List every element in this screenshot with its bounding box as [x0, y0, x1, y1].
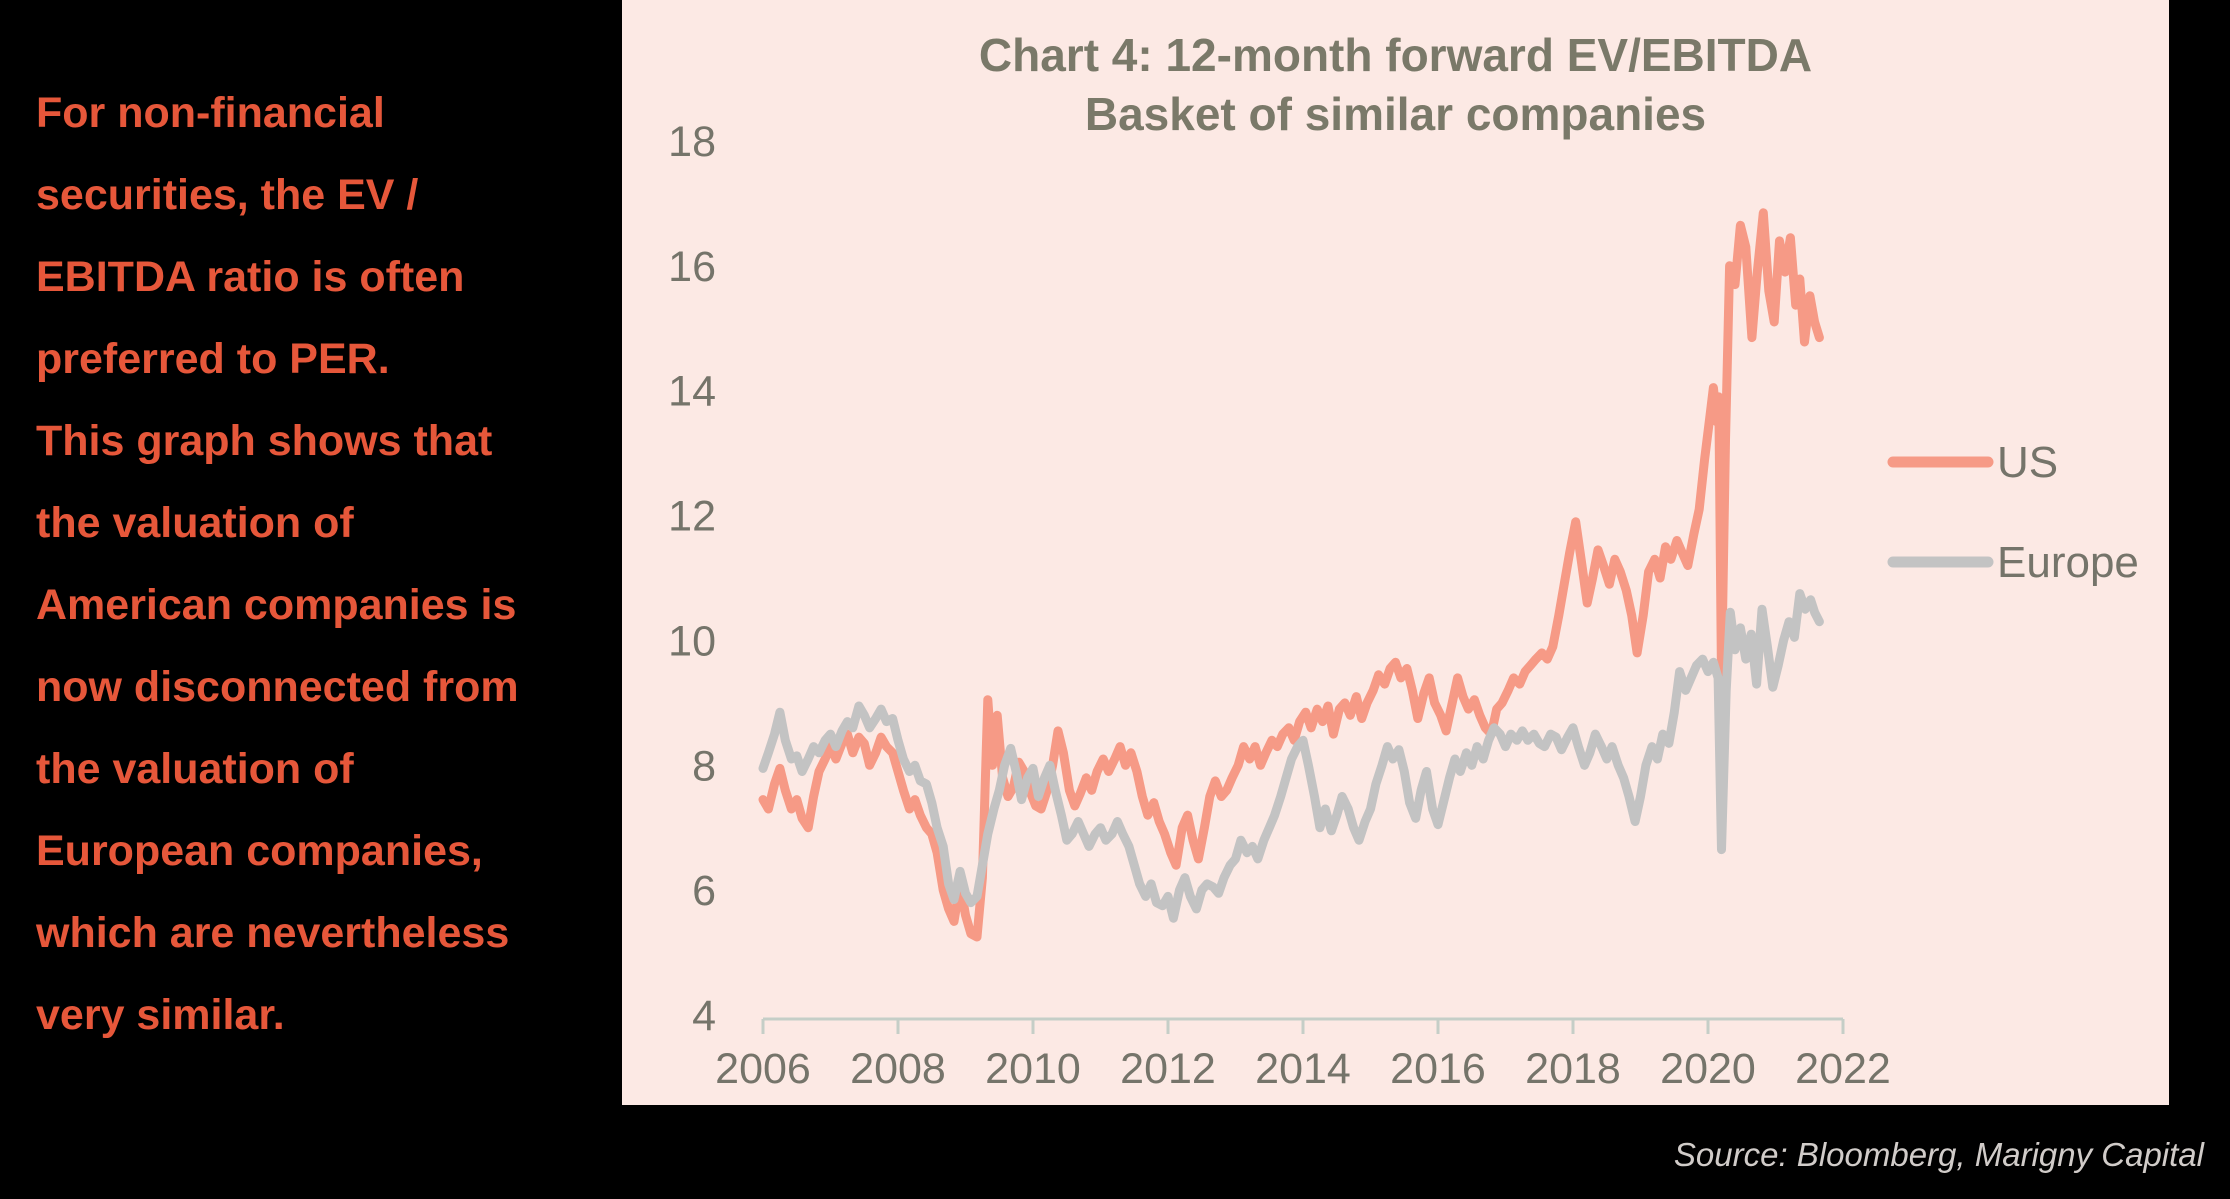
- y-tick-label: 18: [668, 118, 716, 166]
- x-tick-label: 2014: [1255, 1045, 1351, 1093]
- legend-label-europe: Europe: [1997, 538, 2139, 587]
- y-tick-label: 14: [668, 368, 716, 416]
- y-tick-label: 6: [692, 867, 716, 915]
- y-tick-label: 16: [668, 243, 716, 291]
- source-note: Source: Bloomberg, Marigny Capital: [1673, 1136, 2204, 1173]
- series-europe-line: [758, 589, 1824, 923]
- x-tick-label: 2010: [985, 1045, 1081, 1093]
- x-tick-label: 2016: [1390, 1045, 1486, 1093]
- y-tick-label: 4: [692, 992, 716, 1040]
- y-tick-label: 12: [668, 493, 716, 541]
- y-tick-label: 8: [692, 742, 716, 790]
- x-tick-label: 2008: [850, 1045, 946, 1093]
- x-tick-label: 2018: [1525, 1045, 1621, 1093]
- chart-panel: Chart 4: 12-month forward EV/EBITDA Bask…: [622, 0, 2169, 1105]
- x-tick-label: 2020: [1660, 1045, 1756, 1093]
- chart-title: Chart 4: 12-month forward EV/EBITDA Bask…: [978, 29, 1813, 140]
- x-tick-label: 2006: [715, 1045, 811, 1093]
- legend-label-us: US: [1997, 438, 2058, 487]
- series-us-line: [758, 208, 1824, 942]
- x-tick-label: 2012: [1120, 1045, 1216, 1093]
- commentary-text: For non-financial securities, the EV / E…: [36, 89, 519, 1039]
- y-tick-label: 10: [668, 617, 716, 665]
- x-axis: [761, 1017, 1845, 1034]
- plot-svg: 2006 2008 2010 2012 2014 2016 2018 2020 2022 4 6 8 1…: [668, 118, 2139, 1093]
- x-tick-label: 2022: [1795, 1045, 1891, 1093]
